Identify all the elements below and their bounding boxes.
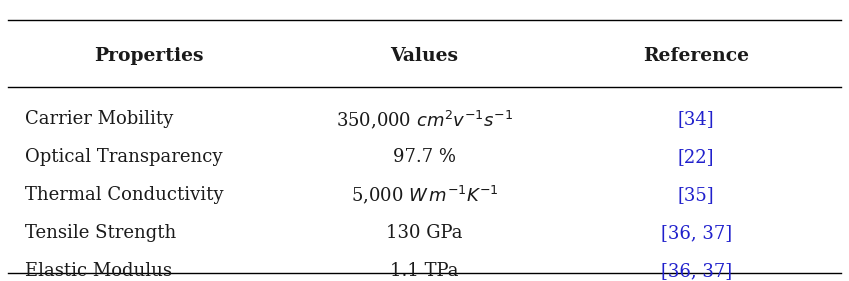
Text: 97.7 %: 97.7 %	[393, 148, 456, 166]
Text: Elastic Modulus: Elastic Modulus	[25, 262, 172, 280]
Text: [22]: [22]	[678, 148, 714, 166]
Text: 130 GPa: 130 GPa	[386, 224, 463, 242]
Text: Thermal Conductivity: Thermal Conductivity	[25, 186, 224, 204]
Text: [36, 37]: [36, 37]	[661, 224, 732, 242]
Text: [34]: [34]	[678, 110, 715, 128]
Text: Carrier Mobility: Carrier Mobility	[25, 110, 174, 128]
Text: 5,000 $\mathit{W}\,\mathit{m}^{-1}\mathit{K}^{-1}$: 5,000 $\mathit{W}\,\mathit{m}^{-1}\mathi…	[351, 184, 498, 207]
Text: Optical Transparency: Optical Transparency	[25, 148, 223, 166]
Text: [35]: [35]	[678, 186, 715, 204]
Text: Reference: Reference	[644, 47, 749, 65]
Text: [36, 37]: [36, 37]	[661, 262, 732, 280]
Text: Properties: Properties	[94, 47, 203, 65]
Text: 350,000 $\mathit{cm}^2\mathit{v}^{-1}\mathit{s}^{-1}$: 350,000 $\mathit{cm}^2\mathit{v}^{-1}\ma…	[336, 108, 513, 131]
Text: 1.1 TPa: 1.1 TPa	[391, 262, 458, 280]
Text: Tensile Strength: Tensile Strength	[25, 224, 177, 242]
Text: Values: Values	[391, 47, 458, 65]
